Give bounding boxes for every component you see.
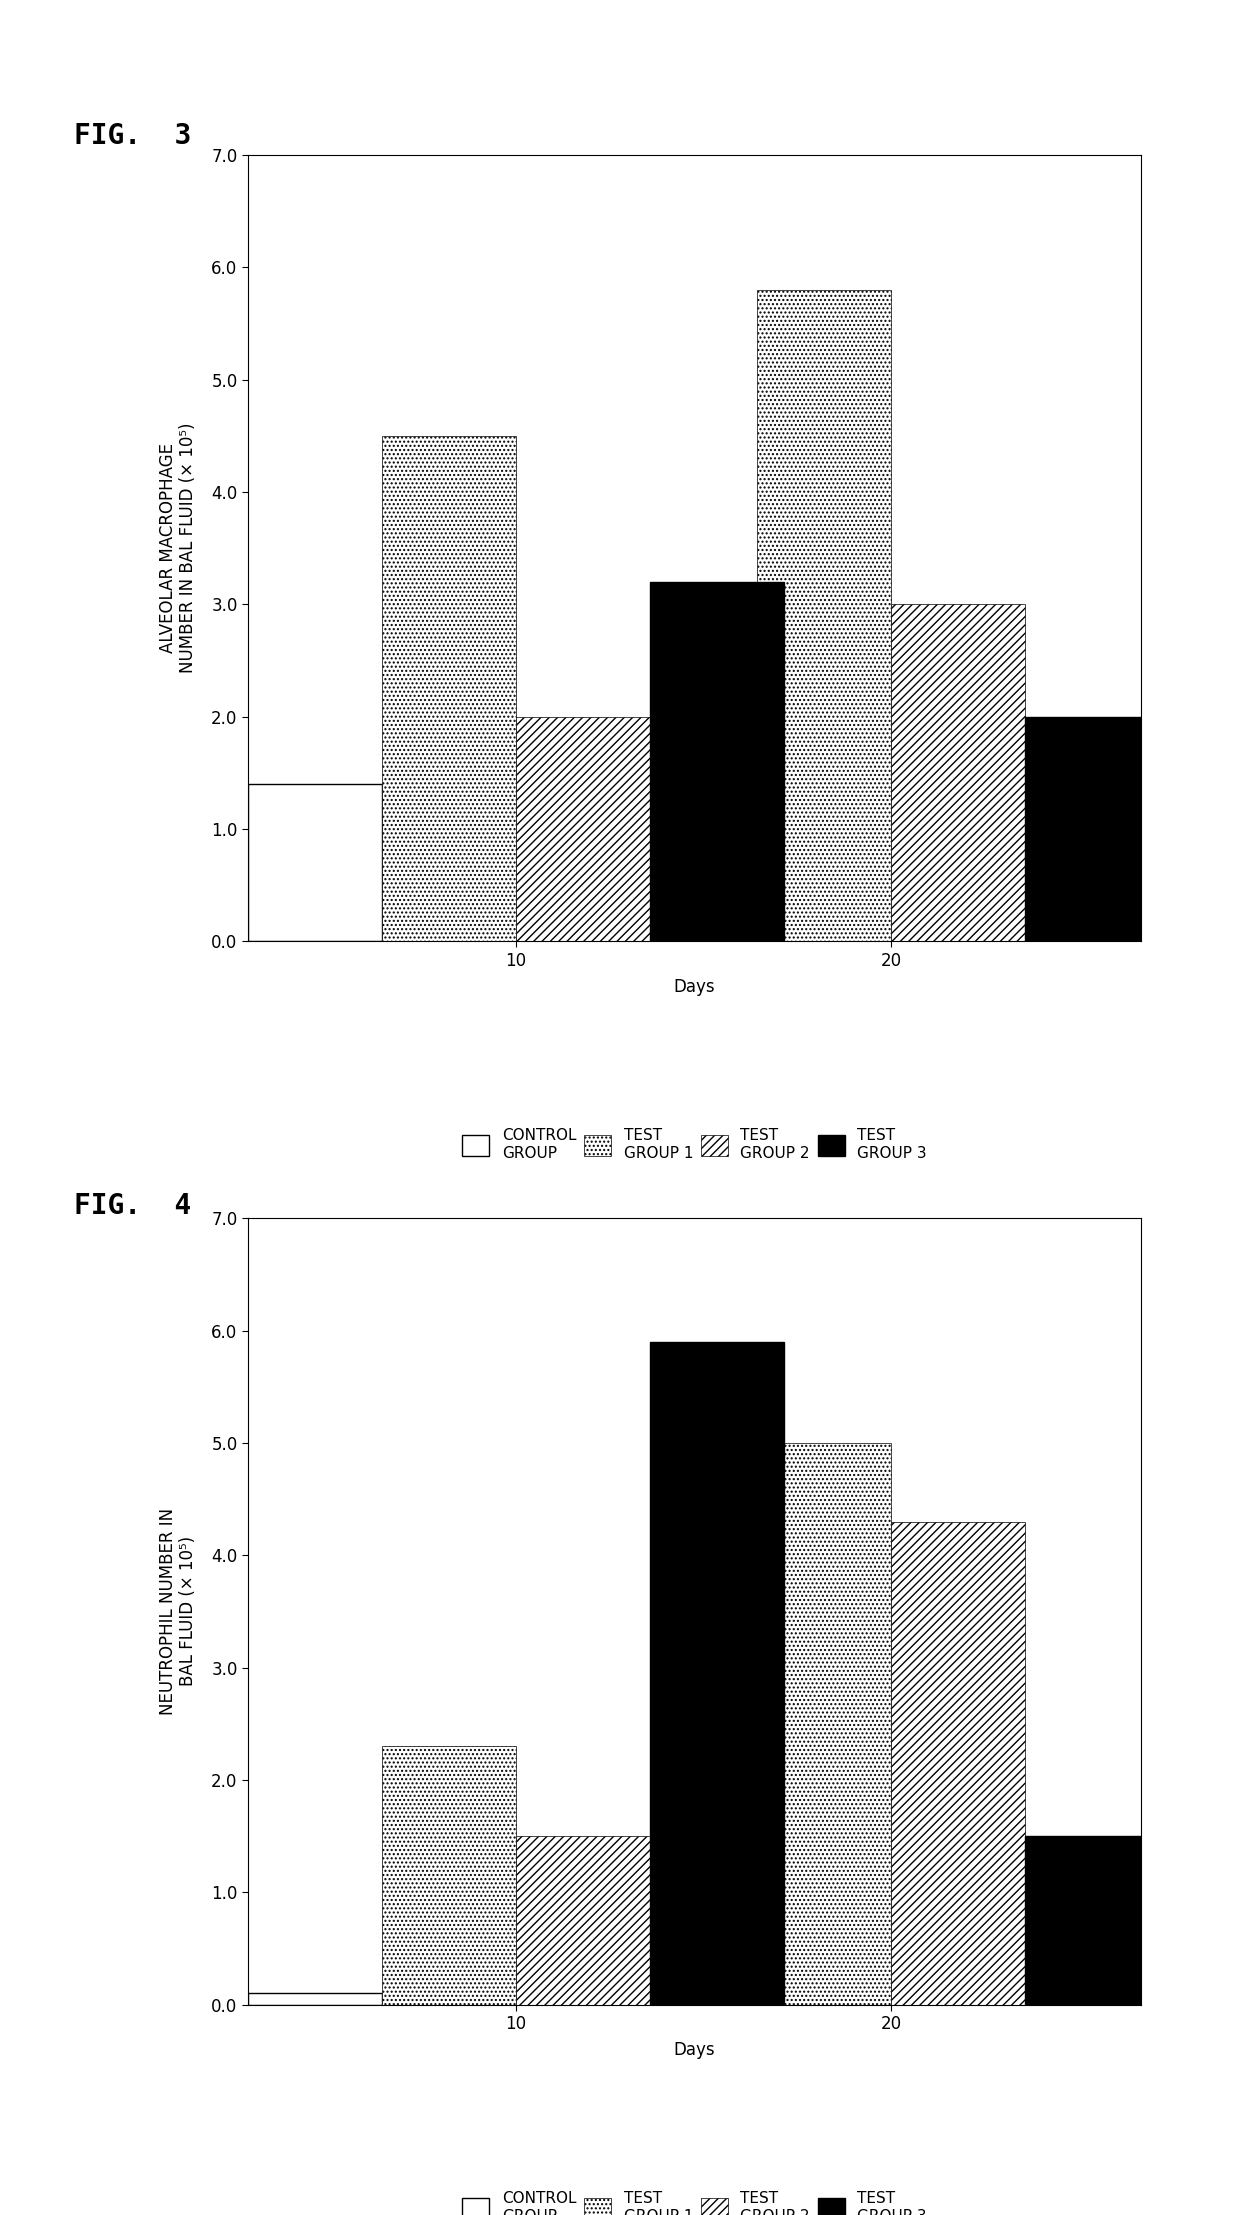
Bar [1024,1836,1158,2005]
Bar [248,784,382,941]
Bar [756,1442,890,2005]
Legend: CONTROL
GROUP, TEST
GROUP 1, TEST
GROUP 2, TEST
GROUP 3: CONTROL GROUP, TEST GROUP 1, TEST GROUP … [456,1123,932,1167]
Bar [516,1836,650,2005]
Text: FIG.  4: FIG. 4 [74,1192,192,1220]
Bar [890,605,1024,941]
Bar [622,1994,756,2005]
Bar [890,1522,1024,2005]
Bar [650,583,784,941]
Bar [516,718,650,941]
X-axis label: Days: Days [673,2042,715,2060]
Y-axis label: NEUTROPHIL NUMBER IN
BAL FLUID (× 10⁵): NEUTROPHIL NUMBER IN BAL FLUID (× 10⁵) [159,1508,197,1714]
Bar [622,762,756,941]
X-axis label: Days: Days [673,979,715,997]
Bar [1024,718,1158,941]
Y-axis label: ALVEOLAR MACROPHAGE
NUMBER IN BAL FLUID (× 10⁵): ALVEOLAR MACROPHAGE NUMBER IN BAL FLUID … [159,423,197,673]
Bar [248,1994,382,2005]
Bar [382,436,516,941]
Bar [382,1745,516,2005]
Text: FIG.  3: FIG. 3 [74,122,192,151]
Bar [650,1342,784,2005]
Bar [756,290,890,941]
Legend: CONTROL
GROUP, TEST
GROUP 1, TEST
GROUP 2, TEST
GROUP 3: CONTROL GROUP, TEST GROUP 1, TEST GROUP … [456,2186,932,2215]
